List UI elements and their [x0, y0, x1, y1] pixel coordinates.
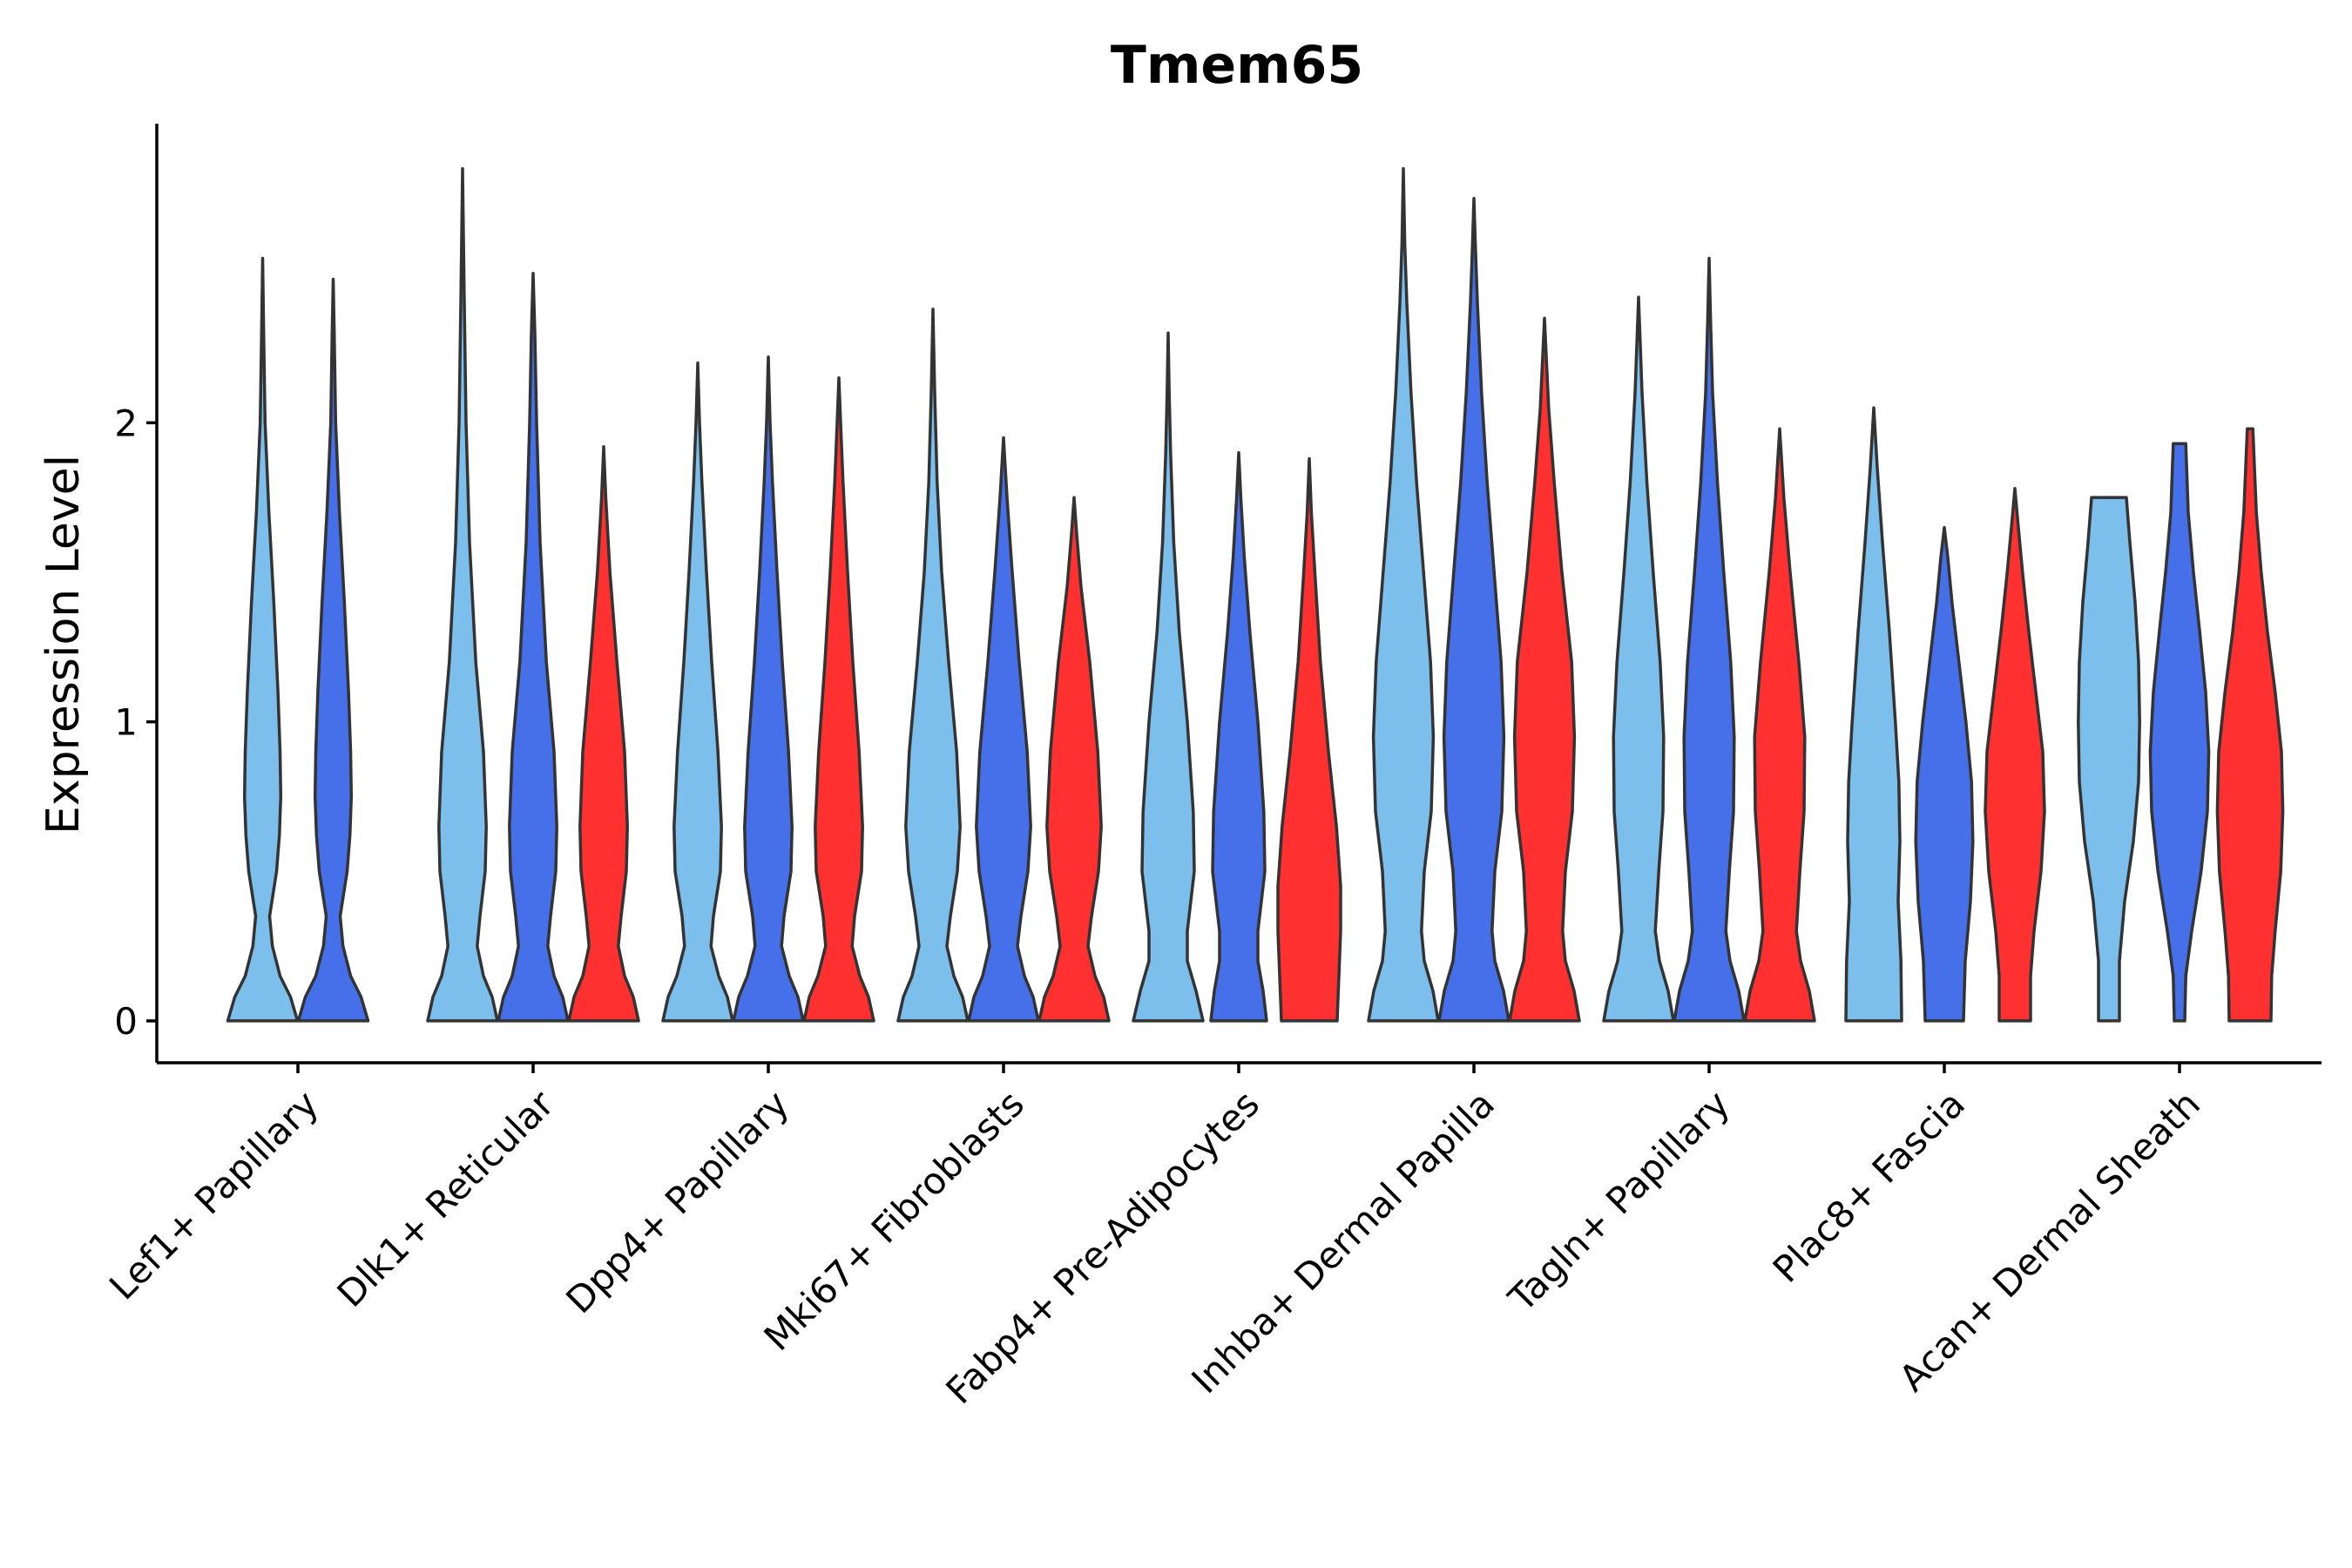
violin-1-0 [426, 166, 499, 1023]
violin-4-0 [1132, 331, 1205, 1023]
violin-6-0 [1602, 295, 1675, 1023]
violin-8-1 [2148, 442, 2211, 1023]
y-ticks: 0 1 2 [114, 402, 157, 1043]
x-tick-label-7: Plac8+ Fascia [1765, 1082, 1973, 1290]
violin-3-0 [896, 308, 970, 1023]
chart-title: Tmem65 [1111, 35, 1363, 96]
violin-3-1 [967, 436, 1040, 1023]
violin-7-2 [1984, 487, 2046, 1023]
violin-1-2 [567, 445, 640, 1023]
violin-0-1 [296, 277, 370, 1023]
violin-2-0 [661, 361, 734, 1023]
violin-7-0 [1844, 406, 1903, 1023]
violin-3-2 [1037, 496, 1111, 1023]
violin-4-2 [1276, 456, 1342, 1023]
violin-1-1 [497, 271, 570, 1023]
x-tick-label-0: Lef1+ Papillary [101, 1082, 327, 1308]
y-tick-label-0: 0 [114, 1000, 138, 1043]
violin-8-2 [2215, 427, 2285, 1023]
violin-4-1 [1209, 450, 1268, 1023]
y-tick-label-1: 1 [114, 701, 138, 744]
violin-2-2 [802, 376, 875, 1023]
x-tick-label-2: Dpp4+ Papillary [558, 1082, 797, 1321]
violin-2-1 [732, 355, 805, 1023]
x-tick-label-6: Tagln+ Papillary [1500, 1082, 1738, 1320]
violin-0-0 [226, 256, 300, 1023]
violin-5-1 [1437, 197, 1511, 1023]
violin-8-0 [2077, 496, 2141, 1023]
x-tick-label-1: Dlk1+ Reticular [329, 1082, 563, 1315]
x-tick-label-3: Mki67+ Fibroblasts [756, 1082, 1032, 1358]
violin-5-0 [1367, 166, 1440, 1023]
violin-7-1 [1914, 525, 1975, 1023]
violin-layer [226, 166, 2285, 1023]
violin-6-1 [1673, 256, 1746, 1023]
violin-6-2 [1743, 427, 1816, 1023]
violin-5-2 [1508, 316, 1581, 1023]
y-axis-label: Expression Level [37, 455, 90, 835]
y-tick-label-2: 2 [114, 402, 138, 444]
